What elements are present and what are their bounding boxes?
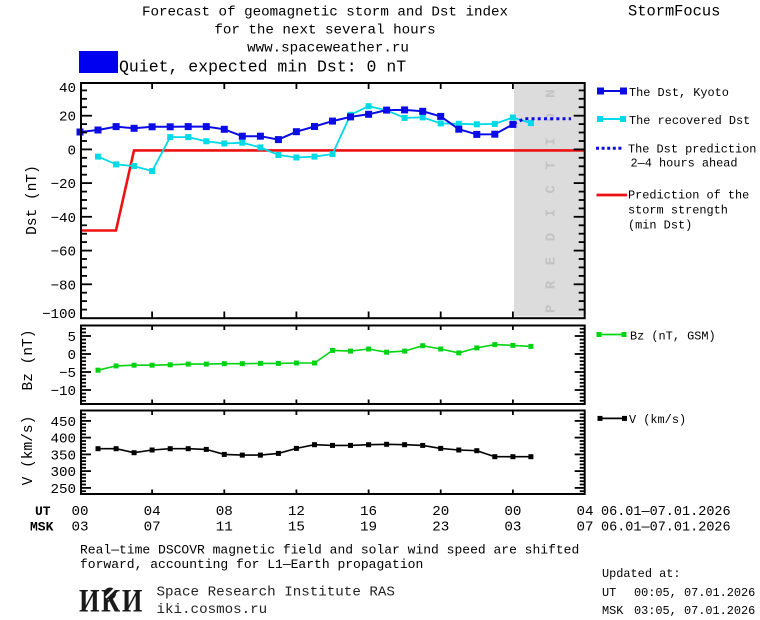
svg-text:−20: −20 xyxy=(50,177,76,193)
svg-text:Space Research Institute RAS: Space Research Institute RAS xyxy=(157,585,395,601)
svg-text:40: 40 xyxy=(59,81,76,97)
svg-text:20: 20 xyxy=(59,110,76,126)
svg-text:06.01—07.01.2026: 06.01—07.01.2026 xyxy=(601,505,731,520)
svg-text:19: 19 xyxy=(360,520,377,536)
svg-text:450: 450 xyxy=(50,415,76,431)
svg-text:5: 5 xyxy=(67,330,76,346)
svg-text:StormFocus: StormFocus xyxy=(628,3,720,21)
svg-text:16: 16 xyxy=(360,504,377,520)
svg-text:Dst (nT): Dst (nT) xyxy=(25,165,41,235)
svg-text:for the next several hours: for the next several hours xyxy=(214,23,435,39)
svg-text:2—4 hours ahead: 2—4 hours ahead xyxy=(631,157,738,171)
svg-text:350: 350 xyxy=(50,448,76,464)
svg-text:03: 03 xyxy=(71,520,88,536)
svg-text:V (km/s): V (km/s) xyxy=(629,413,686,427)
svg-text:The recovered Dst: The recovered Dst xyxy=(629,114,750,128)
svg-text:MSK: MSK xyxy=(602,604,624,618)
svg-text:11: 11 xyxy=(216,520,233,536)
svg-text:−10: −10 xyxy=(50,384,76,400)
svg-text:07: 07 xyxy=(576,520,593,536)
svg-text:07: 07 xyxy=(144,520,161,536)
svg-text:(min Dst): (min Dst) xyxy=(628,219,692,233)
svg-text:UT: UT xyxy=(35,504,51,519)
svg-text:The Dst, Kyoto: The Dst, Kyoto xyxy=(629,86,729,100)
svg-text:Prediction of the: Prediction of the xyxy=(628,189,749,203)
svg-text:−5: −5 xyxy=(59,366,76,382)
svg-text:−100: −100 xyxy=(42,307,76,323)
svg-text:23: 23 xyxy=(432,520,449,536)
svg-text:www.spaceweather.ru: www.spaceweather.ru xyxy=(247,41,409,57)
svg-text:250: 250 xyxy=(50,482,76,498)
svg-text:−40: −40 xyxy=(50,211,76,227)
svg-text:06.01—07.01.2026: 06.01—07.01.2026 xyxy=(601,521,731,536)
svg-text:Quiet, expected min Dst: 0 nT: Quiet, expected min Dst: 0 nT xyxy=(119,58,406,77)
svg-text:0: 0 xyxy=(67,143,76,159)
svg-text:MSK: MSK xyxy=(30,520,54,535)
svg-text:03:05, 07.01.2026: 03:05, 07.01.2026 xyxy=(634,604,755,618)
svg-text:04: 04 xyxy=(576,504,593,520)
svg-text:0: 0 xyxy=(67,348,76,364)
svg-text:V (km/s): V (km/s) xyxy=(21,416,37,486)
svg-text:forward, accounting for L1—Ear: forward, accounting for L1—Earth propaga… xyxy=(80,557,423,572)
svg-text:−60: −60 xyxy=(50,245,76,261)
svg-text:storm strength: storm strength xyxy=(628,204,728,218)
svg-text:Bz (nT): Bz (nT) xyxy=(21,330,37,391)
svg-text:iki.cosmos.ru: iki.cosmos.ru xyxy=(157,602,268,618)
svg-text:15: 15 xyxy=(288,520,305,536)
svg-text:UT: UT xyxy=(602,586,616,600)
svg-text:The Dst prediction: The Dst prediction xyxy=(628,143,756,157)
svg-text:Forecast of geomagnetic storm: Forecast of geomagnetic storm and Dst in… xyxy=(142,5,508,21)
svg-text:300: 300 xyxy=(50,465,76,481)
svg-text:08: 08 xyxy=(216,504,233,520)
svg-text:12: 12 xyxy=(288,504,305,520)
svg-text:00: 00 xyxy=(71,504,88,520)
svg-text:−80: −80 xyxy=(50,278,76,294)
svg-text:20: 20 xyxy=(432,504,449,520)
svg-text:04: 04 xyxy=(144,504,161,520)
svg-text:Real—time DSCOVR magnetic fiel: Real—time DSCOVR magnetic field and sola… xyxy=(80,543,579,558)
svg-text:Bz (nT, GSM): Bz (nT, GSM) xyxy=(630,329,716,343)
svg-text:00: 00 xyxy=(504,504,521,520)
svg-text:PREDICTION: PREDICTION xyxy=(544,74,560,313)
svg-text:Updated at:: Updated at: xyxy=(602,567,681,581)
svg-text:00:05, 07.01.2026: 00:05, 07.01.2026 xyxy=(634,586,755,600)
svg-text:03: 03 xyxy=(504,520,521,536)
svg-text:400: 400 xyxy=(50,432,76,448)
